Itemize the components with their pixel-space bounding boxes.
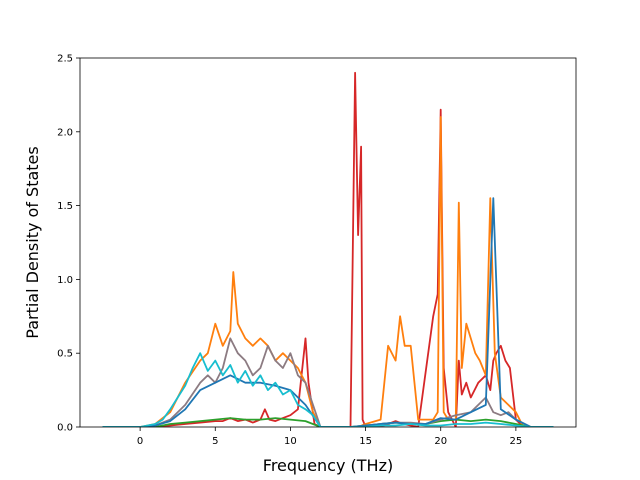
series-line-3 <box>102 417 554 427</box>
y-axis-ticks: 0.0 0.5 1.0 1.5 2.0 2.5 <box>57 54 80 434</box>
x-tick-label: 25 <box>510 436 523 447</box>
plot-lines <box>102 71 554 427</box>
x-tick-label: 15 <box>359 436 372 447</box>
x-axis-label: Frequency (THz) <box>263 456 393 475</box>
y-tick-label: 1.0 <box>57 275 73 286</box>
x-tick-label: 20 <box>434 436 447 447</box>
x-tick-label: 0 <box>137 436 143 447</box>
plot-frame <box>79 57 577 428</box>
y-axis-label: Partial Density of States <box>23 146 42 338</box>
x-tick-label: 5 <box>212 436 218 447</box>
y-tick-label: 2.0 <box>57 127 73 138</box>
y-tick-label: 0.0 <box>57 423 73 434</box>
series-line-5 <box>102 197 554 427</box>
series-line-1 <box>102 71 554 427</box>
series-line-6 <box>102 352 554 427</box>
y-tick-label: 2.5 <box>57 54 73 65</box>
series-line-2 <box>102 116 554 427</box>
x-tick-label: 10 <box>284 436 297 447</box>
y-tick-label: 0.5 <box>57 349 73 360</box>
series-line-4 <box>102 337 554 427</box>
x-axis-ticks: 0 5 10 15 20 25 <box>137 427 522 447</box>
y-tick-label: 1.5 <box>57 201 73 212</box>
